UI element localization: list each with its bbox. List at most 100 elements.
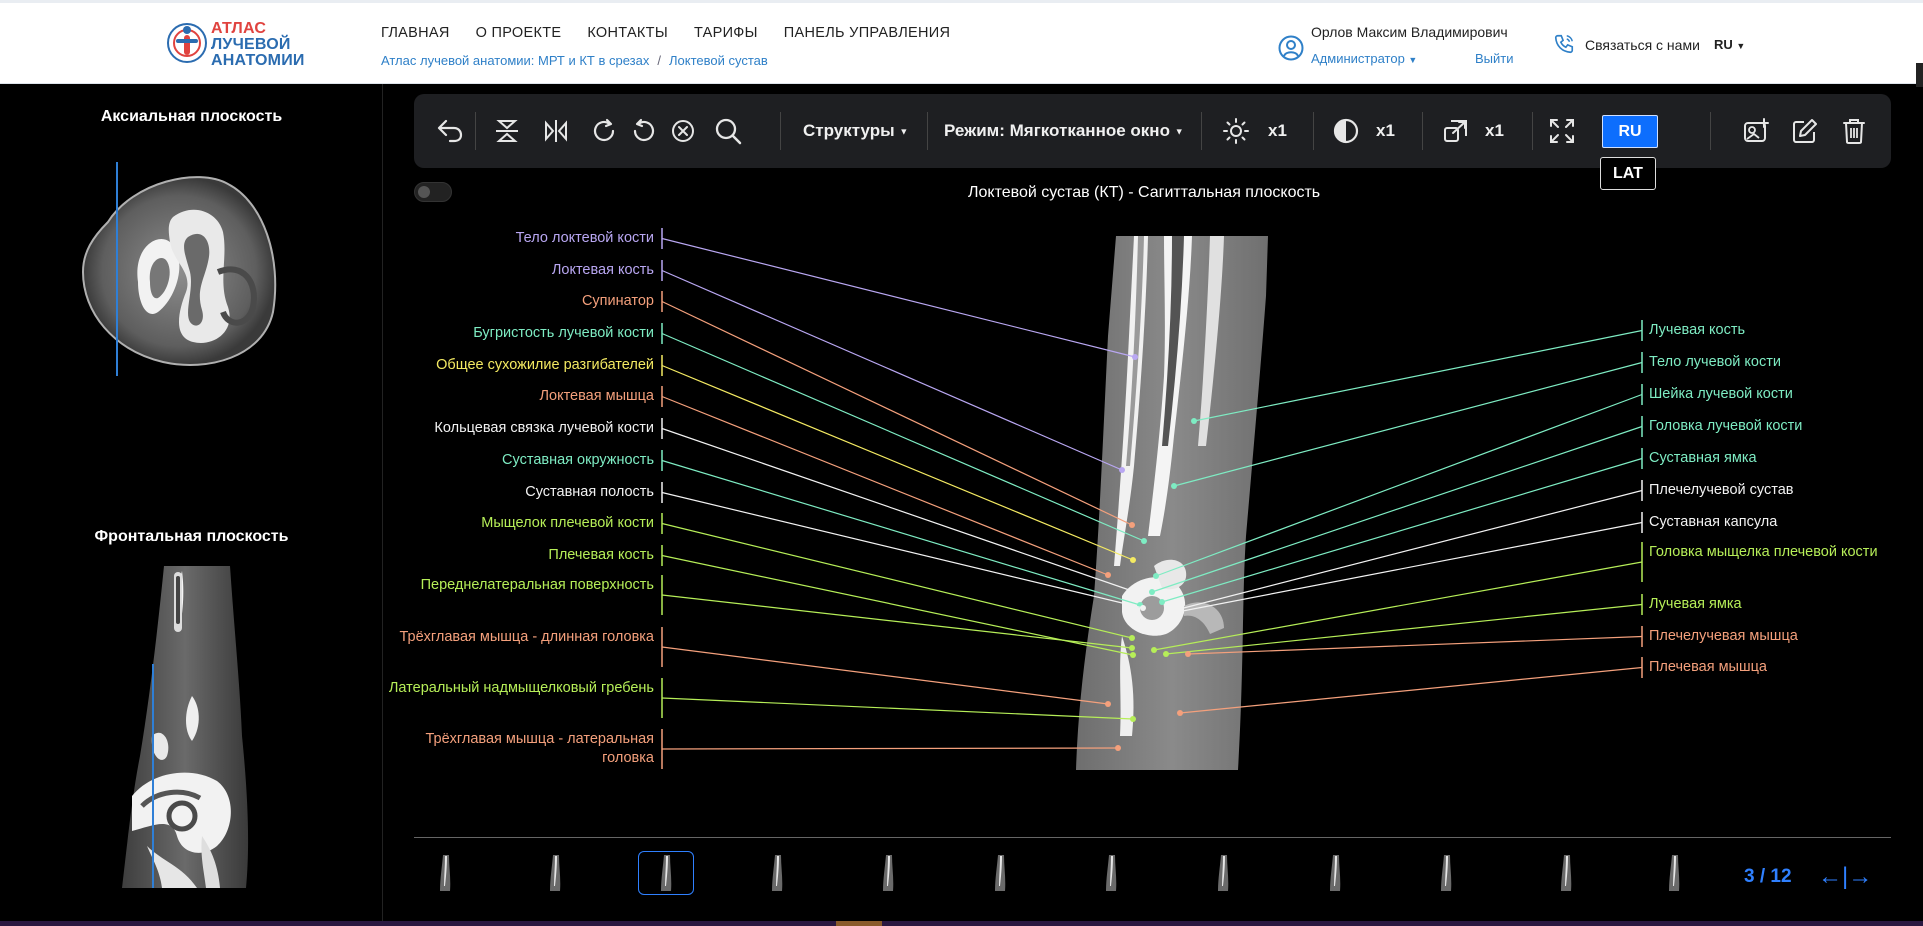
leader-line: [661, 300, 1133, 526]
brightness-icon[interactable]: [1222, 117, 1250, 145]
next-arrow-icon[interactable]: →: [1848, 863, 1873, 890]
screenshot-icon[interactable]: [1742, 117, 1770, 145]
label-right-2[interactable]: Шейка лучевой кости: [1649, 386, 1793, 402]
nav-tariffs[interactable]: ТАРИФЫ: [693, 25, 758, 41]
leader-line: [661, 364, 1134, 561]
labels-toggle[interactable]: [414, 182, 452, 202]
reset-icon[interactable]: [670, 118, 696, 144]
label-right-1[interactable]: Тело лучевой кости: [1649, 354, 1781, 370]
contrast-icon[interactable]: [1332, 117, 1360, 145]
label-left-10[interactable]: Плечевая кость: [548, 547, 654, 563]
label-right-3[interactable]: Головка лучевой кости: [1649, 418, 1803, 434]
slice-thumbnail[interactable]: [1307, 851, 1363, 895]
label-left-6[interactable]: Кольцевая связка лучевой кости: [434, 420, 654, 436]
label-right-7[interactable]: Головка мыщелка плечевой кости: [1649, 544, 1878, 560]
label-left-3[interactable]: Бугристость лучевой кости: [473, 325, 654, 341]
leader-line: [1187, 635, 1643, 655]
slice-thumbnail[interactable]: [1083, 851, 1139, 895]
page-counter: 3 / 12: [1744, 866, 1792, 887]
label-right-0[interactable]: Лучевая кость: [1649, 322, 1746, 338]
label-right-9[interactable]: Плечелучевая мышца: [1649, 628, 1798, 644]
label-left-0[interactable]: Тело локтевой кости: [515, 230, 654, 246]
nav-about[interactable]: О ПРОЕКТЕ: [475, 25, 562, 41]
leader-line: [1153, 561, 1643, 651]
axial-preview-image[interactable]: [78, 162, 284, 376]
leader-line: [661, 554, 1134, 656]
leader-dot: [1153, 573, 1159, 579]
slice-thumbnail[interactable]: [527, 851, 583, 895]
search-icon[interactable]: [714, 117, 742, 145]
label-left-14[interactable]: Трёхглавая мышца - латеральная головка: [425, 731, 655, 766]
nav-contacts[interactable]: КОНТАКТЫ: [587, 25, 668, 41]
label-left-11[interactable]: Переднелатеральная поверхность: [420, 577, 654, 593]
label-left-7[interactable]: Суставная окружность: [502, 452, 654, 468]
slice-thumbnail[interactable]: [860, 851, 916, 895]
rotate-right-icon[interactable]: [592, 118, 618, 144]
rotate-left-icon[interactable]: [630, 118, 656, 144]
slice-thumbnail[interactable]: [417, 851, 473, 895]
top-header: АТЛАС ЛУЧЕВОЙ АНАТОМИИ ГЛАВНАЯ О ПРОЕКТЕ…: [0, 0, 1923, 87]
ru-labels-button[interactable]: RU: [1602, 115, 1658, 148]
leader-line: [661, 697, 1134, 720]
user-icon[interactable]: [1278, 35, 1304, 61]
label-left-8[interactable]: Суставная полость: [525, 484, 654, 500]
slice-thumbnail[interactable]: [1538, 851, 1594, 895]
slice-thumbnail[interactable]: [1418, 851, 1474, 895]
label-left-4[interactable]: Общее сухожилие разгибателей: [436, 357, 654, 373]
label-right-8[interactable]: Лучевая ямка: [1649, 596, 1742, 612]
logout-link[interactable]: Выйти: [1475, 51, 1514, 66]
trash-icon[interactable]: [1841, 117, 1867, 145]
slice-thumbnail[interactable]: [638, 851, 694, 895]
flip-horizontal-icon[interactable]: [542, 118, 570, 144]
slice-thumbnail[interactable]: [972, 851, 1028, 895]
leader-line: [661, 594, 1133, 649]
structures-dropdown[interactable]: Структуры ▼: [803, 121, 908, 141]
slice-navigation-arrows[interactable]: ←|→: [1818, 863, 1872, 891]
nav-dashboard[interactable]: ПАНЕЛЬ УПРАВЛЕНИЯ: [783, 25, 951, 41]
nav-home[interactable]: ГЛАВНАЯ: [381, 25, 450, 41]
taskbar-strip: [0, 921, 1923, 926]
slice-thumbnail[interactable]: [1646, 851, 1702, 895]
language-dropdown[interactable]: RU ▼: [1714, 37, 1745, 52]
toolbar-divider: [1710, 112, 1711, 150]
label-left-5[interactable]: Локтевая мышца: [539, 388, 654, 404]
zoom-icon[interactable]: [1442, 117, 1470, 145]
logo-line-1: АТЛАС: [211, 20, 267, 37]
leader-line: [1155, 393, 1643, 577]
label-left-12[interactable]: Трёхглавая мышца - длинная головка: [399, 629, 655, 645]
frontal-preview-image[interactable]: [122, 566, 250, 888]
label-right-5[interactable]: Плечелучевой сустав: [1649, 482, 1794, 498]
label-right-10[interactable]: Плечевая мышца: [1649, 659, 1767, 675]
fullscreen-icon[interactable]: [1548, 117, 1576, 145]
caret-down-icon: ▼: [899, 126, 909, 137]
label-left-13[interactable]: Латеральный надмыщелковый гребень: [388, 680, 654, 696]
caret-down-icon: ▼: [1174, 126, 1184, 137]
contact-us-link[interactable]: Связаться с нами: [1585, 37, 1700, 53]
breadcrumb-atlas[interactable]: Атлас лучевой анатомии: МРТ и КТ в среза…: [381, 53, 650, 68]
lat-labels-button[interactable]: LAT: [1600, 157, 1656, 190]
leader-line: [661, 427, 1139, 594]
toolbar-divider: [927, 112, 928, 150]
mode-dropdown[interactable]: Режим: Мягкотканное окно ▼: [944, 121, 1184, 141]
scrollbar-thumb[interactable]: [1916, 63, 1923, 87]
label-right-6[interactable]: Суставная капсула: [1649, 514, 1778, 530]
leader-line: [661, 237, 1136, 358]
logo[interactable]: АТЛАС ЛУЧЕВОЙ АНАТОМИИ: [163, 19, 305, 71]
user-name: Орлов Максим Владимирович: [1311, 24, 1508, 40]
label-left-2[interactable]: Супинатор: [581, 293, 654, 309]
slice-thumbnail[interactable]: [1195, 851, 1251, 895]
undo-icon[interactable]: [436, 118, 464, 144]
leader-line: [1161, 457, 1643, 603]
label-left-9[interactable]: Мыщелок плечевой кости: [481, 515, 654, 531]
prev-arrow-icon[interactable]: ←: [1818, 863, 1842, 890]
breadcrumb-elbow[interactable]: Локтевой сустав: [669, 53, 768, 68]
edit-icon[interactable]: [1791, 117, 1819, 145]
flip-vertical-icon[interactable]: [494, 117, 520, 145]
view-title: Локтевой сустав (КТ) - Сагиттальная плос…: [968, 184, 1321, 201]
phone-icon[interactable]: [1553, 33, 1575, 55]
slice-thumbnail[interactable]: [749, 851, 805, 895]
label-right-4[interactable]: Суставная ямка: [1649, 450, 1757, 466]
user-role-dropdown[interactable]: Администратор ▼: [1311, 51, 1417, 66]
label-left-1[interactable]: Локтевая кость: [551, 262, 654, 278]
